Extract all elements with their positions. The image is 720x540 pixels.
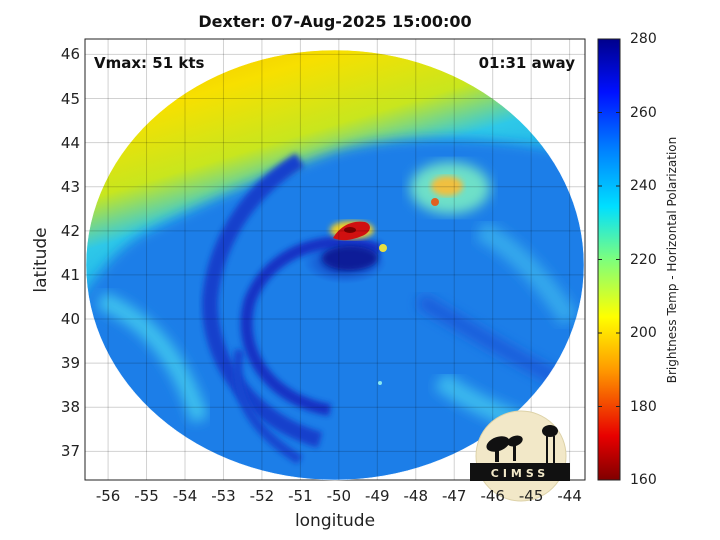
y-tick-label: 43 [60,177,80,196]
colorbar-tick-label: 260 [630,104,657,121]
colorbar-tick-label: 160 [630,472,657,488]
x-tick-label: -55 [134,487,159,505]
x-tick-label: -48 [403,487,429,505]
x-tick-label: -47 [441,487,467,505]
colorbar-tick-label: 240 [630,178,657,194]
y-axis-label: latitude [31,227,51,293]
x-tick-label: -45 [518,487,544,505]
x-tick-label: -56 [95,487,121,505]
x-axis-label: longitude [294,511,376,531]
colorbar-tick-label: 280 [630,31,657,47]
page-title: Dexter: 07-Aug-2025 15:00:00 [198,12,472,31]
x-tick-label: -49 [365,487,390,505]
y-tick-label: 41 [60,265,80,284]
y-tick-label: 46 [60,45,80,64]
colorbar-tick-label: 220 [630,251,657,268]
time-away-label: 01:31 away [478,54,575,72]
colorbar-label: Brightness Temp - Horizontal Polarizatio… [665,136,679,384]
colorbar-tick-label: 200 [630,325,657,341]
y-tick-label: 44 [60,133,80,152]
colorbar-tick-label: 180 [630,398,657,415]
y-tick-label: 39 [60,354,80,373]
vmax-label: Vmax: 51 kts [94,54,205,72]
x-tick-label: -51 [288,487,313,505]
x-tick-label: -46 [480,487,505,505]
y-tick-label: 37 [60,442,80,461]
map-grid [85,39,585,480]
x-tick-label: -52 [249,487,275,505]
y-tick-label: 38 [60,398,80,417]
cimss-logo: CIMSS [470,410,570,502]
x-tick-label: -53 [211,487,236,505]
logo-text: CIMSS [491,467,549,480]
y-tick-label: 45 [60,89,80,108]
y-tick-label: 42 [60,221,80,240]
x-tick-label: -54 [172,487,198,505]
colorbar-ticks [598,38,620,481]
y-tick-label: 40 [60,310,80,329]
water-tower-icon [542,425,558,437]
x-tick-label: -50 [326,487,352,505]
microwave-swath [86,50,584,480]
x-tick-label: -44 [557,487,582,505]
